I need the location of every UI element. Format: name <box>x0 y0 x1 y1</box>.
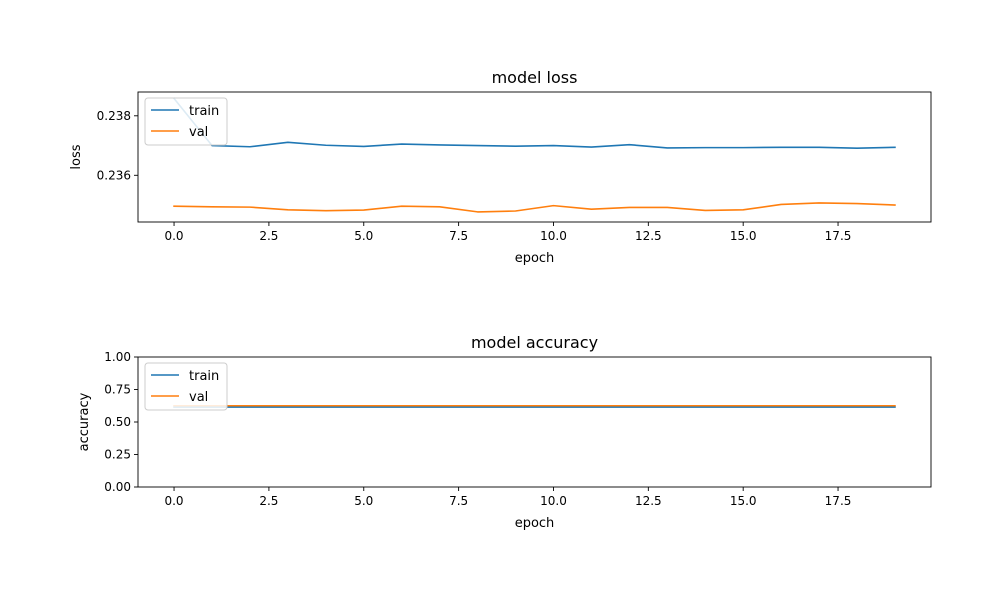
x-tick-label: 7.5 <box>449 494 468 508</box>
legend: train val <box>144 362 228 411</box>
y-axis-label: loss <box>69 144 84 169</box>
y-tick-label: 0.75 <box>104 383 131 397</box>
plot-area <box>172 97 896 213</box>
y-tick-label: 0.25 <box>104 448 131 462</box>
plot-area <box>173 404 896 408</box>
accuracy-chart: model accuracy 0.0 2.5 5.0 7.5 10.0 12.5 15.0 17… <box>77 333 932 531</box>
x-tick-label: 10.0 <box>540 494 567 508</box>
y-tick-label: 0.50 <box>104 415 131 429</box>
y-tick-label: 0.238 <box>97 109 131 123</box>
y-tick-label: 1.00 <box>104 350 131 364</box>
x-tick-label: 2.5 <box>259 229 278 243</box>
y-axis-label: accuracy <box>77 392 92 451</box>
x-tick-label: 2.5 <box>259 494 278 508</box>
x-tick-label: 0.0 <box>164 229 183 243</box>
x-tick-label: 0.0 <box>164 494 183 508</box>
legend-label-train: train <box>189 104 219 119</box>
axes-frame <box>137 91 932 223</box>
x-tick-label: 7.5 <box>449 229 468 243</box>
chart-title: model loss <box>492 68 578 87</box>
y-tick-label: 0.00 <box>104 480 131 494</box>
legend-label-val: val <box>189 390 208 405</box>
chart-title: model accuracy <box>471 333 598 352</box>
series-line-train <box>172 97 896 150</box>
series-line-val <box>173 202 896 213</box>
x-tick-label: 5.0 <box>354 229 373 243</box>
x-tick-label: 12.5 <box>635 229 662 243</box>
x-tick-label: 15.0 <box>730 229 757 243</box>
x-tick-label: 10.0 <box>540 229 567 243</box>
x-tick-label: 15.0 <box>730 494 757 508</box>
y-tick-label: 0.236 <box>97 168 131 182</box>
legend-label-val: val <box>189 125 208 140</box>
x-tick-label: 17.5 <box>825 229 852 243</box>
x-tick-label: 17.5 <box>825 494 852 508</box>
legend: train val <box>144 97 228 146</box>
legend-label-train: train <box>189 369 219 384</box>
x-tick-label: 5.0 <box>354 494 373 508</box>
x-axis-label: epoch <box>515 251 555 266</box>
loss-chart: model loss 0.0 2.5 5.0 7.5 10.0 12.5 15.0 17.5 0.… <box>69 68 932 266</box>
x-tick-label: 12.5 <box>635 494 662 508</box>
x-axis-label: epoch <box>515 516 555 531</box>
